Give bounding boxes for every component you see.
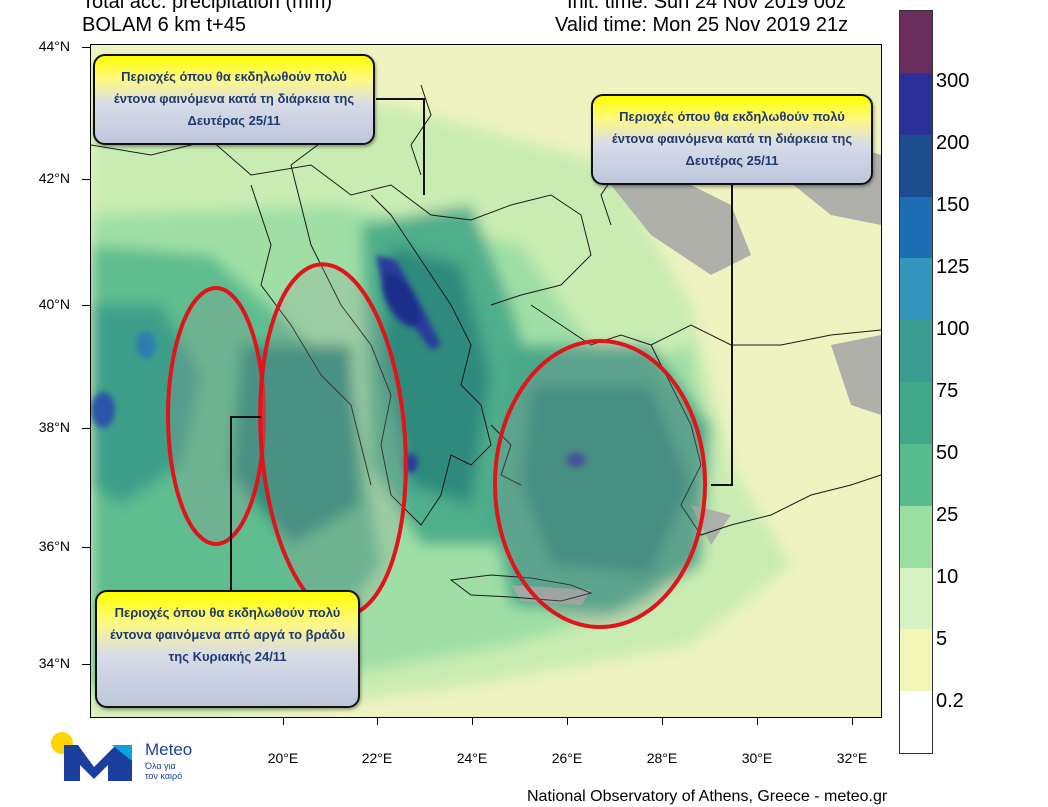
legend-label-50: 50 (936, 442, 959, 464)
legend-swatch (900, 320, 932, 383)
meteo-logo: Meteo Όλα για τον καιρό (50, 731, 220, 787)
legend-swatch (900, 629, 932, 692)
legend-label-100: 100 (936, 318, 970, 340)
legend-label-0-2: 0.2 (936, 690, 964, 712)
legend-label-25: 25 (936, 504, 959, 526)
precipitation-legend (899, 10, 933, 754)
valid-time: Valid time: Mon 25 Nov 2019 21z (555, 14, 849, 36)
meteo-logo-icon (51, 732, 132, 781)
legend-label-125: 125 (936, 256, 970, 278)
lon-label-26: 26°E (551, 750, 583, 766)
highlight-aegean (493, 339, 707, 629)
legend-label-10: 10 (936, 566, 959, 588)
footer-credit: National Observatory of Athens, Greece -… (527, 788, 888, 805)
chart-title: Total acc. precipitation (mm) (82, 0, 333, 13)
legend-swatch (900, 443, 932, 507)
legend-swatch (900, 567, 932, 630)
logo-tagline-2: τον καιρό (145, 771, 183, 781)
lon-label-24: 24°E (456, 750, 488, 766)
lat-label-36: 36°N (38, 538, 70, 554)
legend-swatch (900, 134, 932, 197)
init-time: Init. time: Sun 24 Nov 2019 00z (567, 0, 847, 13)
legend-swatch (900, 382, 932, 445)
legend-swatch (900, 691, 932, 754)
legend-label-200: 200 (936, 132, 970, 154)
lat-label-44: 44°N (38, 38, 70, 54)
lon-label-32: 32°E (836, 750, 868, 766)
model-label: BOLAM 6 km t+45 (82, 14, 246, 36)
highlight-ionian (166, 286, 266, 546)
legend-label-5: 5 (936, 628, 948, 650)
legend-swatch (900, 72, 932, 136)
callout-bottom-left: Περιοχές όπου θα εκδηλωθούν πολύ έντονα … (95, 590, 360, 708)
lat-label-42: 42°N (38, 170, 70, 186)
legend-label-150: 150 (936, 194, 970, 216)
legend-swatch (900, 196, 932, 259)
lon-label-28: 28°E (646, 750, 678, 766)
callout-top-right: Περιοχές όπου θα εκδηλωθούν πολύ έντονα … (591, 94, 873, 185)
legend-swatch (900, 505, 932, 568)
logo-name: Meteo (145, 740, 193, 759)
callout-top-left: Περιοχές όπου θα εκδηλωθούν πολύ έντονα … (93, 54, 375, 145)
legend-label-300: 300 (936, 70, 970, 92)
lon-label-30: 30°E (741, 750, 773, 766)
logo-tagline-1: Όλα για (145, 761, 176, 771)
legend-swatch (900, 258, 932, 321)
legend-swatch (900, 11, 932, 74)
lat-label-38: 38°N (38, 419, 70, 435)
lat-label-40: 40°N (38, 296, 70, 312)
lon-label-20: 20°E (267, 750, 299, 766)
lon-label-22: 22°E (361, 750, 393, 766)
lat-label-34: 34°N (38, 655, 70, 671)
legend-label-75: 75 (936, 380, 959, 402)
